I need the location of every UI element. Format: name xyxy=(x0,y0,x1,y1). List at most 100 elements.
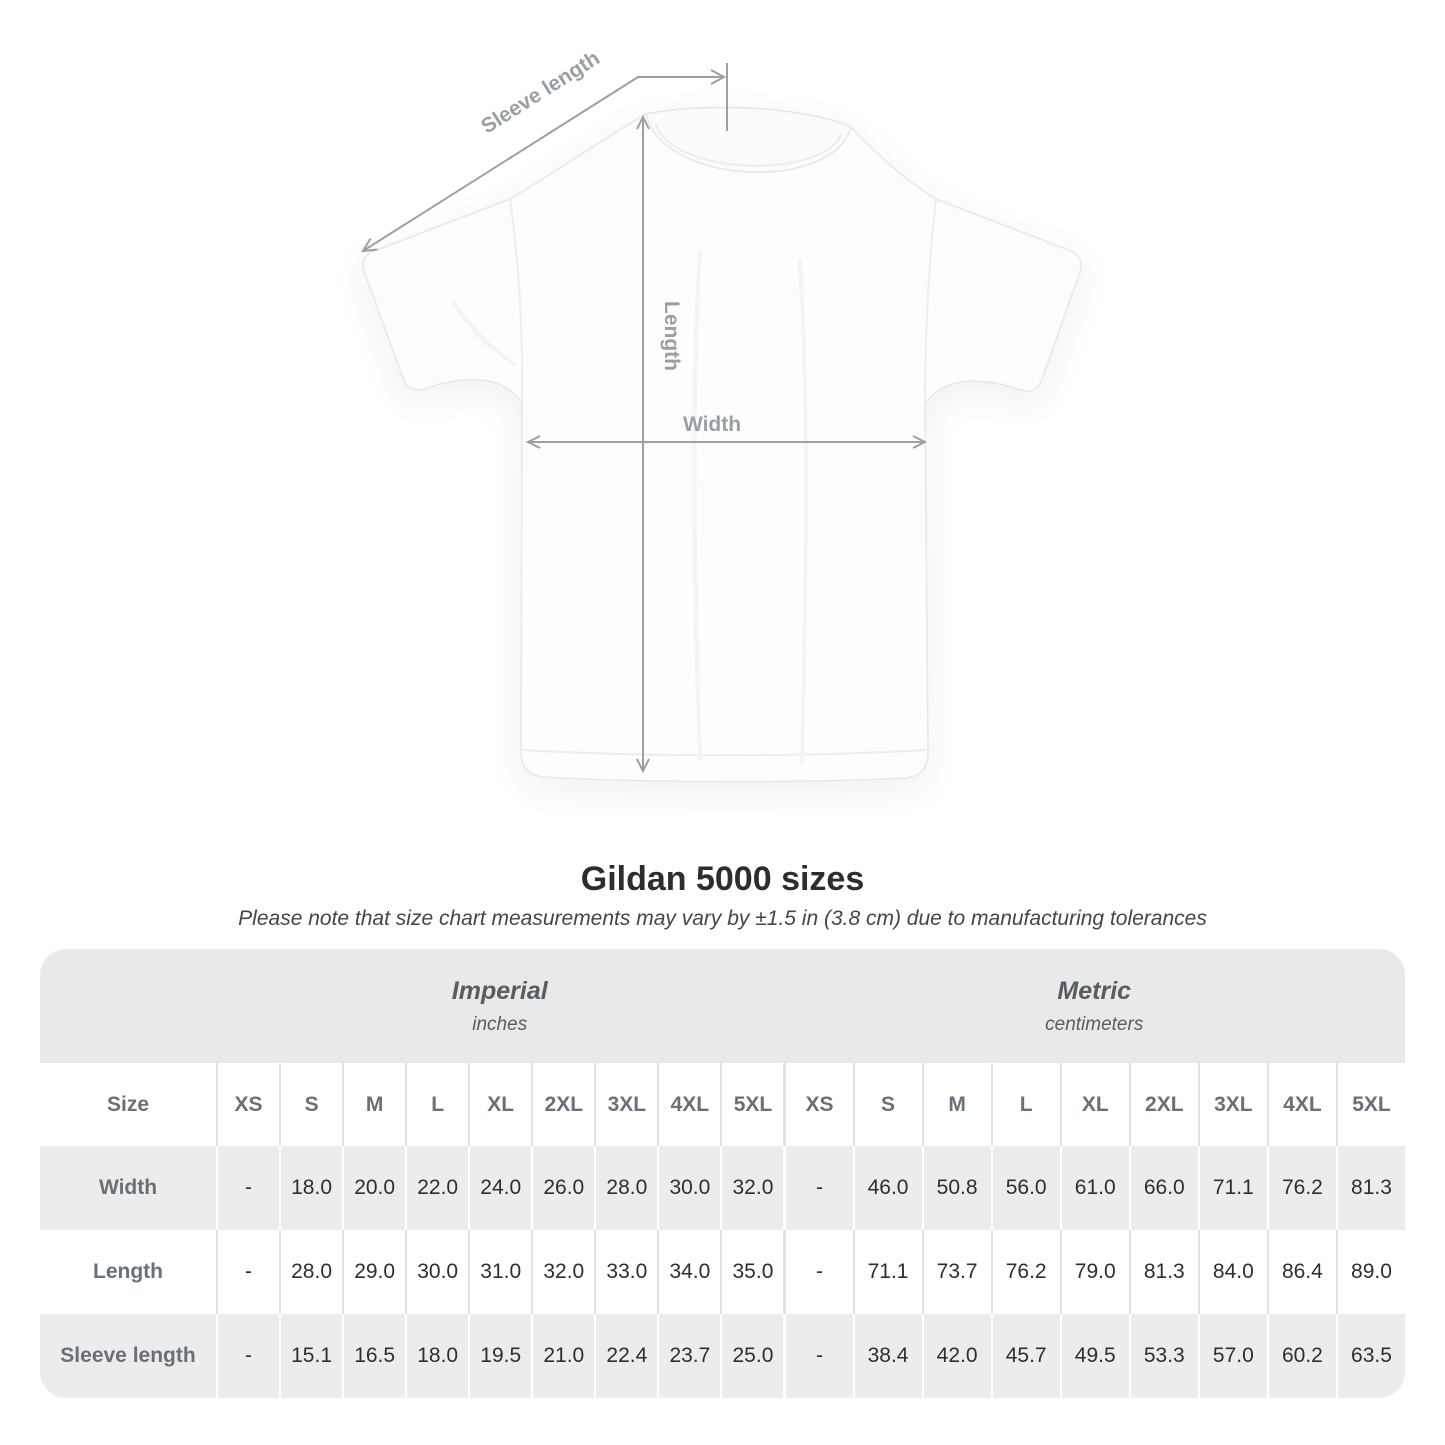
size-header-row: Size XS S M L XL 2XL 3XL 4XL 5XL XS S M … xyxy=(40,1063,1405,1146)
value-cell: - xyxy=(216,1146,279,1230)
value-cell: 53.3 xyxy=(1128,1314,1198,1398)
size-col-header: 4XL xyxy=(1266,1063,1336,1146)
size-col-header: 5XL xyxy=(1335,1063,1405,1146)
value-cell: 89.0 xyxy=(1335,1230,1405,1314)
sleeve-length-arrowhead-left xyxy=(361,237,378,253)
sleeve-length-arrowhead-right xyxy=(710,69,727,85)
value-cell: 34.0 xyxy=(657,1230,720,1314)
imperial-unit: inches xyxy=(472,1013,528,1035)
value-cell: 28.0 xyxy=(279,1230,342,1314)
metric-group-header: Metric centimeters xyxy=(783,949,1405,1063)
imperial-label: Imperial xyxy=(451,976,548,1005)
value-cell: 50.8 xyxy=(921,1146,991,1230)
size-col-header: 2XL xyxy=(531,1063,594,1146)
value-cell: 76.2 xyxy=(990,1230,1060,1314)
value-cell: 22.4 xyxy=(594,1314,657,1398)
value-cell: 84.0 xyxy=(1197,1230,1267,1314)
value-cell: - xyxy=(783,1146,852,1230)
table-row-length: Length - 28.0 29.0 30.0 31.0 32.0 33.0 3… xyxy=(40,1230,1405,1314)
tshirt-measurement-diagram: Sleeve length Length Width xyxy=(361,47,1082,783)
size-col-header: XL xyxy=(1059,1063,1129,1146)
value-cell: 49.5 xyxy=(1059,1314,1129,1398)
value-cell: 71.1 xyxy=(852,1230,922,1314)
tshirt-body xyxy=(362,106,1082,783)
value-cell: 20.0 xyxy=(342,1146,405,1230)
value-cell: 79.0 xyxy=(1059,1230,1129,1314)
value-cell: 15.1 xyxy=(279,1314,342,1398)
size-col-header: M xyxy=(921,1063,991,1146)
row-label: Width xyxy=(98,1176,158,1199)
tshirt-illustration xyxy=(362,106,1082,783)
size-col-header: XL xyxy=(468,1063,531,1146)
fabric-fold xyxy=(692,249,702,761)
imperial-group-header: Imperial inches xyxy=(216,949,783,1063)
hem-seam xyxy=(522,749,927,757)
value-cell: 38.4 xyxy=(852,1314,922,1398)
value-cell: 35.0 xyxy=(720,1230,783,1314)
value-cell: 32.0 xyxy=(720,1146,783,1230)
width-arrowhead-right xyxy=(912,435,928,449)
size-col-header: XS xyxy=(783,1063,852,1146)
width-label: Width xyxy=(683,413,741,436)
value-cell: 26.0 xyxy=(531,1146,594,1230)
value-cell: 31.0 xyxy=(468,1230,531,1314)
size-col-header: 2XL xyxy=(1128,1063,1198,1146)
value-cell: 81.3 xyxy=(1335,1146,1405,1230)
fabric-fold xyxy=(450,298,518,367)
value-cell: 86.4 xyxy=(1266,1230,1336,1314)
value-cell: 18.0 xyxy=(405,1314,468,1398)
unit-header-band: Imperial inches Metric centimeters xyxy=(40,949,1405,1063)
title-block: Gildan 5000 sizes Please note that size … xyxy=(0,843,1445,931)
value-cell: 76.2 xyxy=(1266,1146,1336,1230)
value-cell: 24.0 xyxy=(468,1146,531,1230)
value-cell: 81.3 xyxy=(1128,1230,1198,1314)
value-cell: 23.7 xyxy=(657,1314,720,1398)
size-col-header: 3XL xyxy=(594,1063,657,1146)
size-col-header: S xyxy=(852,1063,922,1146)
metric-label: Metric xyxy=(1057,976,1132,1005)
table-row-width: Width - 18.0 20.0 22.0 24.0 26.0 28.0 30… xyxy=(40,1146,1405,1230)
value-cell: 42.0 xyxy=(921,1314,991,1398)
value-cell: 71.1 xyxy=(1197,1146,1267,1230)
value-cell: 46.0 xyxy=(852,1146,922,1230)
value-cell: 21.0 xyxy=(531,1314,594,1398)
size-table: Imperial inches Metric centimeters Size … xyxy=(40,949,1405,1398)
value-cell: - xyxy=(783,1230,852,1314)
value-cell: 16.5 xyxy=(342,1314,405,1398)
width-arrowhead-left xyxy=(525,435,541,449)
table-row-sleeve-length: Sleeve length - 15.1 16.5 18.0 19.5 21.0… xyxy=(40,1314,1405,1398)
row-label: Sleeve length xyxy=(60,1344,196,1367)
tolerance-note: Please note that size chart measurements… xyxy=(238,907,1207,930)
size-col-header: 5XL xyxy=(720,1063,783,1146)
size-col-header: L xyxy=(990,1063,1060,1146)
value-cell: 63.5 xyxy=(1335,1314,1405,1398)
right-sleeve-seam xyxy=(924,198,937,405)
value-cell: - xyxy=(216,1230,279,1314)
left-sleeve-seam xyxy=(509,198,524,403)
value-cell: 57.0 xyxy=(1197,1314,1267,1398)
value-cell: 45.7 xyxy=(990,1314,1060,1398)
value-cell: - xyxy=(783,1314,852,1398)
value-cell: 19.5 xyxy=(468,1314,531,1398)
sleeve-length-arrow xyxy=(362,76,724,252)
value-cell: 60.2 xyxy=(1266,1314,1336,1398)
fabric-fold xyxy=(798,259,808,766)
size-col-header: XS xyxy=(216,1063,279,1146)
value-cell: - xyxy=(216,1314,279,1398)
length-arrowhead-top xyxy=(636,114,650,130)
length-arrowhead-bottom xyxy=(636,758,650,774)
value-cell: 61.0 xyxy=(1059,1146,1129,1230)
collar-seam xyxy=(655,123,843,167)
size-col-header: S xyxy=(279,1063,342,1146)
value-cell: 30.0 xyxy=(405,1230,468,1314)
size-col-header: 3XL xyxy=(1197,1063,1267,1146)
value-cell: 25.0 xyxy=(720,1314,783,1398)
size-col-header: 4XL xyxy=(657,1063,720,1146)
row-label: Length xyxy=(93,1260,163,1283)
size-col-header: M xyxy=(342,1063,405,1146)
value-cell: 73.7 xyxy=(921,1230,991,1314)
value-cell: 29.0 xyxy=(342,1230,405,1314)
value-cell: 28.0 xyxy=(594,1146,657,1230)
value-cell: 32.0 xyxy=(531,1230,594,1314)
value-cell: 56.0 xyxy=(990,1146,1060,1230)
